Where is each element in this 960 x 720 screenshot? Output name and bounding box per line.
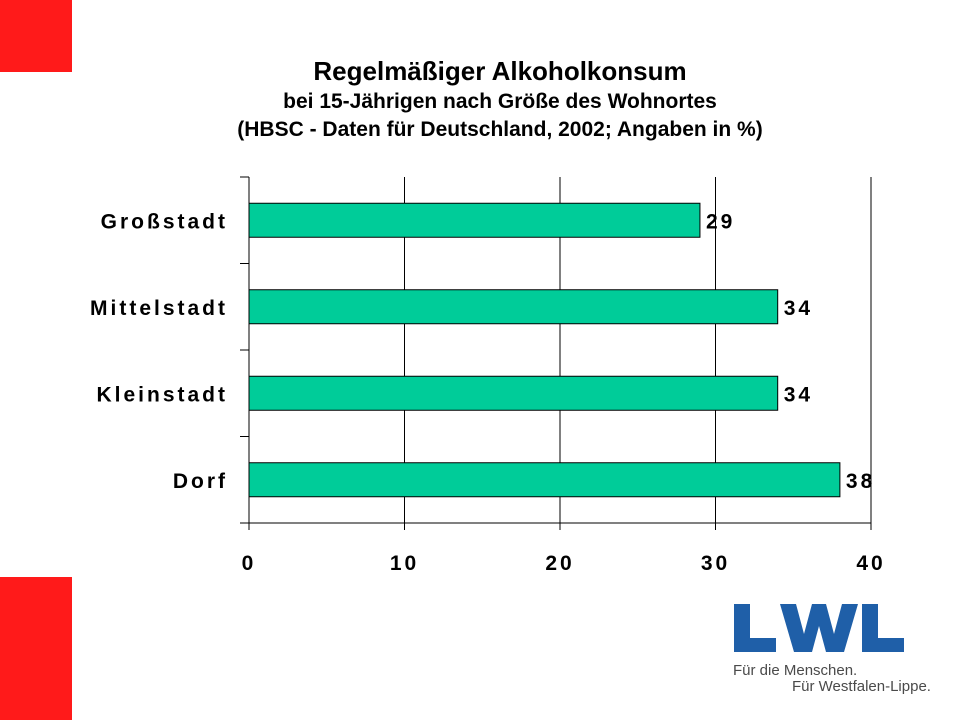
- red-accent-bottom: [0, 577, 72, 720]
- bar-3: [248, 462, 841, 498]
- logo-tagline-1: Für die Menschen.: [733, 662, 858, 679]
- logo-letter-l2: [862, 604, 904, 652]
- category-label-0: Großstadt: [101, 210, 228, 233]
- lwl-logo: [734, 604, 904, 652]
- x-tick-label-40: 40: [856, 552, 885, 575]
- axes: [240, 176, 872, 530]
- bar-1: [248, 289, 779, 325]
- data-label-0: 29: [706, 210, 735, 233]
- x-tick-label-30: 30: [701, 552, 730, 575]
- x-tick-label-0: 0: [242, 552, 257, 575]
- title-block: Regelmäßiger Alkoholkonsum bei 15-Jährig…: [160, 54, 840, 144]
- bars: [248, 202, 841, 498]
- chart-title: Regelmäßiger Alkoholkonsum: [313, 56, 687, 86]
- chart-subtitle-line-2: (HBSC - Daten für Deutschland, 2002; Ang…: [237, 118, 763, 141]
- logo-tagline-2: Für Westfalen-Lippe.: [792, 678, 931, 695]
- logo-letter-w: [780, 604, 858, 652]
- category-label-1: Mittelstadt: [90, 297, 228, 320]
- chart-subtitle-line-1: bei 15-Jährigen nach Größe des Wohnortes: [283, 90, 717, 113]
- x-tick-label-10: 10: [390, 552, 419, 575]
- data-label-2: 34: [784, 383, 813, 406]
- bar-2: [248, 375, 779, 411]
- data-label-1: 34: [784, 297, 813, 320]
- logo-letter-l1: [734, 604, 776, 652]
- bar-0: [248, 202, 701, 238]
- data-label-3: 38: [846, 470, 875, 493]
- x-tick-label-20: 20: [545, 552, 574, 575]
- category-label-3: Dorf: [173, 470, 228, 493]
- red-accent-top: [0, 0, 72, 72]
- category-label-2: Kleinstadt: [96, 383, 228, 406]
- labels: 29 Großstadt 34 Mittelstadt 34 Kleinstadt 38 Do…: [90, 210, 885, 575]
